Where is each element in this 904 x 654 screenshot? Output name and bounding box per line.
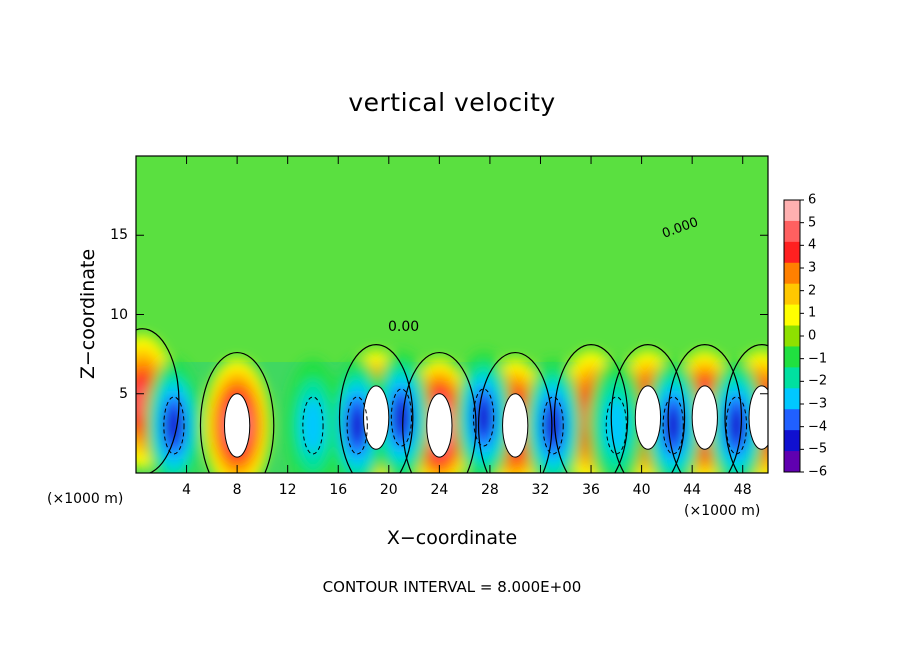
updraft-core-2 <box>363 385 389 450</box>
updraft-core-3 <box>426 393 452 458</box>
colorbar-swatch-11 <box>784 430 800 452</box>
colorbar-swatch-8 <box>784 367 800 389</box>
colorbar-swatch-12 <box>784 451 800 473</box>
colorbar-label-4: 2 <box>808 283 817 299</box>
zero-contour-0 <box>136 328 180 473</box>
colorbar-label-3: 3 <box>808 260 817 276</box>
core-contour-1 <box>223 393 251 458</box>
colorbar-label-2: 4 <box>808 237 817 253</box>
chart-title: vertical velocity <box>348 88 556 117</box>
x-unit-label-left: (×1000 m) <box>47 491 124 507</box>
core-contour-2 <box>363 385 390 450</box>
y-tick-label-0: 5 <box>119 385 128 402</box>
negative-contour-3 <box>390 388 413 447</box>
negative-contour-7 <box>662 396 684 455</box>
negative-contour-4 <box>472 388 495 447</box>
colorbar-label-8: −2 <box>808 373 828 389</box>
downdraft-cell-3 <box>393 399 410 436</box>
colorbar-label-5: 1 <box>808 305 817 321</box>
x-unit-label-right: (×1000 m) <box>684 503 761 519</box>
x-tick-label-0: 4 <box>182 482 192 498</box>
updraft-core-7 <box>692 385 718 450</box>
colorbar-swatch-6 <box>784 325 800 347</box>
colorbar-swatch-0 <box>784 200 800 222</box>
colorbar-label-1: 5 <box>808 215 817 231</box>
y-axis-label: Z−coordinate <box>77 248 99 380</box>
x-axis-label: X−coordinate <box>386 527 518 549</box>
colorbar-swatch-9 <box>784 388 800 410</box>
updraft-core-1 <box>224 393 250 458</box>
core-contour-4 <box>502 393 529 458</box>
x-tick-label-2: 12 <box>278 482 297 498</box>
zero-contour-5 <box>553 344 629 473</box>
contour-interval-note: CONTOUR INTERVAL = 8.000E+00 <box>322 578 582 596</box>
zero-contour-4 <box>477 351 553 473</box>
y-tick-label-2: 15 <box>110 227 128 244</box>
colorbar-swatch-10 <box>784 409 800 431</box>
downdraft-cell-1 <box>301 396 325 454</box>
x-tick-label-8: 36 <box>582 482 600 498</box>
colorbar-label-9: −3 <box>808 396 828 412</box>
downdraft-cell-5 <box>545 407 561 444</box>
negative-contour-0 <box>163 396 185 455</box>
colorbar-label-7: −1 <box>808 351 828 367</box>
negative-contour-2 <box>346 396 368 455</box>
y-tick-label-1: 10 <box>110 306 128 323</box>
x-tick-label-9: 40 <box>632 482 651 498</box>
core-contour-3 <box>426 393 453 458</box>
colorbar-label-12: −6 <box>808 464 828 480</box>
core-contour-7 <box>691 385 718 450</box>
x-tick-label-3: 16 <box>329 482 348 498</box>
colorbar-swatch-2 <box>784 241 800 264</box>
colorbar-label-6: 0 <box>808 328 817 344</box>
x-tick-label-6: 28 <box>480 482 499 498</box>
contour-label: 0.00 <box>388 319 419 335</box>
negative-contour-5 <box>542 396 564 455</box>
colorbar-swatch-4 <box>784 283 800 306</box>
core-contour-8 <box>748 385 768 450</box>
colorbar-swatch-3 <box>784 262 800 285</box>
x-tick-label-5: 24 <box>430 482 449 498</box>
downdraft-cell-2 <box>349 407 365 444</box>
zero-contour-2 <box>338 344 414 473</box>
x-tick-label-11: 48 <box>733 482 752 498</box>
updraft-core-6 <box>635 385 661 450</box>
zero-contour-3 <box>402 351 477 473</box>
x-tick-label-10: 44 <box>683 482 702 498</box>
colorbar-label-0: 6 <box>808 192 817 208</box>
negative-contour-6 <box>605 396 627 455</box>
updraft-core-4 <box>502 393 528 458</box>
negative-contour-8 <box>725 396 748 455</box>
zero-contour-8 <box>724 344 768 473</box>
updraft-core-8 <box>749 385 768 450</box>
colorbar-swatch-5 <box>784 304 800 327</box>
colorbar-swatch-1 <box>784 220 800 243</box>
downdraft-cell-6 <box>604 396 629 454</box>
colorbar-label-11: −5 <box>808 441 828 457</box>
colorbar-swatch-7 <box>784 346 800 368</box>
zero-contour-1 <box>199 351 275 473</box>
negative-contour-1 <box>302 396 324 455</box>
core-contour-6 <box>634 385 662 450</box>
x-tick-label-4: 20 <box>379 482 398 498</box>
zero-contour-6 <box>610 344 686 473</box>
zero-contour-7 <box>667 344 743 473</box>
colorbar-label-10: −4 <box>808 419 828 435</box>
x-tick-label-7: 32 <box>531 482 550 498</box>
x-tick-label-1: 8 <box>232 482 242 498</box>
